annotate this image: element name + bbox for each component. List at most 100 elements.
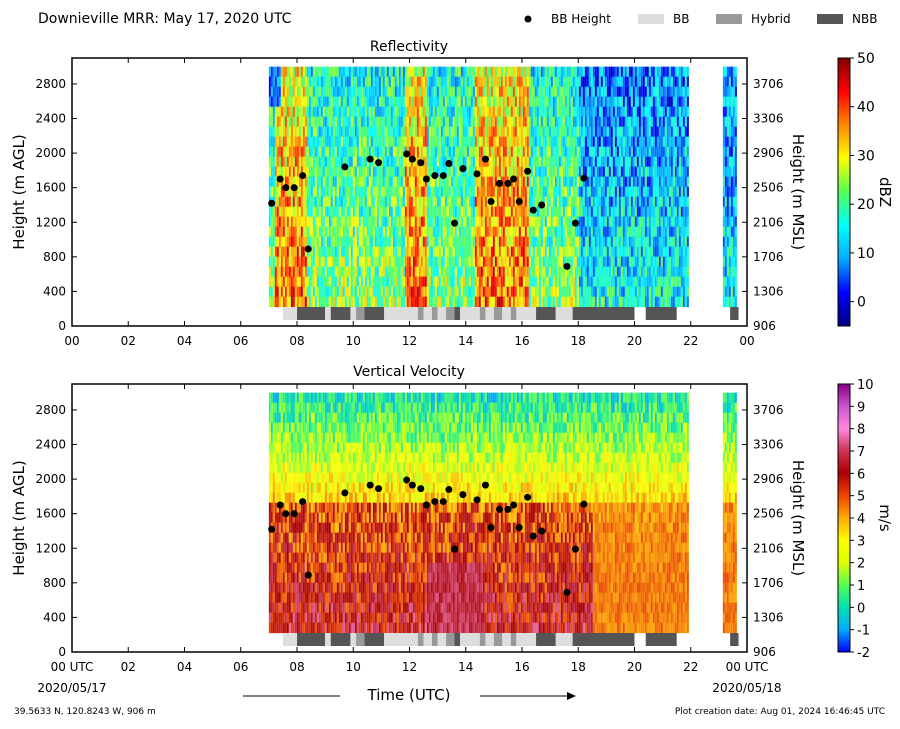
heatmap-cell	[506, 186, 509, 198]
heatmap-cell	[510, 86, 513, 98]
heatmap-cell	[386, 106, 389, 118]
heatmap-cell	[342, 156, 345, 168]
heatmap-cell	[662, 286, 665, 298]
heatmap-cell	[394, 206, 397, 218]
heatmap-cell	[432, 126, 435, 138]
heatmap-cell	[624, 226, 627, 238]
heatmap-cell	[314, 176, 317, 188]
heatmap-cell	[336, 196, 339, 208]
heatmap-cell	[646, 86, 649, 98]
heatmap-cell	[650, 126, 653, 138]
heatmap-cell	[388, 186, 391, 198]
heatmap-cell	[628, 226, 631, 238]
heatmap-cell	[444, 186, 447, 198]
heatmap-cell	[638, 106, 641, 118]
heatmap-cell	[412, 136, 415, 148]
heatmap-cell	[546, 226, 549, 238]
heatmap-cell	[402, 256, 405, 268]
heatmap-cell	[422, 216, 425, 228]
heatmap-cell	[522, 116, 525, 128]
heatmap-cell	[556, 66, 559, 78]
heatmap-cell	[500, 166, 503, 178]
heatmap-cell	[276, 276, 279, 288]
heatmap-cell	[610, 76, 613, 88]
heatmap-cell	[622, 286, 625, 298]
heatmap-cell	[482, 256, 485, 268]
heatmap-cell	[350, 256, 353, 268]
heatmap-cell	[590, 136, 593, 148]
heatmap-cell	[412, 106, 415, 118]
heatmap-cell	[502, 96, 505, 108]
heatmap-cell	[486, 86, 489, 98]
heatmap-cell	[470, 196, 473, 208]
heatmap-cell	[334, 106, 337, 118]
heatmap-cell	[308, 206, 311, 218]
heatmap-cell	[672, 286, 675, 298]
heatmap-cell	[358, 226, 361, 238]
heatmap-cell	[494, 296, 497, 308]
heatmap-cell	[444, 256, 447, 268]
heatmap-cell	[330, 226, 333, 238]
heatmap-cell	[372, 286, 375, 298]
heatmap-cell	[576, 146, 579, 158]
heatmap-cell	[464, 216, 467, 228]
heatmap-cell	[288, 236, 291, 248]
heatmap-cell	[466, 286, 469, 298]
heatmap-cell	[284, 166, 287, 178]
heatmap-cell	[346, 246, 349, 258]
heatmap-cell	[346, 66, 349, 78]
heatmap-cell	[484, 286, 487, 298]
heatmap-cell	[412, 206, 415, 218]
heatmap-cell	[440, 136, 443, 148]
heatmap-cell	[520, 156, 523, 168]
heatmap-cell	[502, 86, 505, 98]
heatmap-cell	[566, 176, 569, 188]
heatmap-cell	[660, 286, 663, 298]
heatmap-cell	[666, 86, 669, 98]
heatmap-cell	[624, 156, 627, 168]
heatmap-cell	[528, 106, 531, 118]
heatmap-cell	[346, 206, 349, 218]
heatmap-cell	[616, 246, 619, 258]
heatmap-cell	[290, 276, 293, 288]
heatmap-cell	[300, 276, 303, 288]
heatmap-cell	[360, 146, 363, 158]
heatmap-cell	[372, 186, 375, 198]
heatmap-cell	[426, 66, 429, 78]
heatmap-cell	[322, 196, 325, 208]
heatmap-cell	[428, 266, 431, 278]
heatmap-cell	[366, 116, 369, 128]
heatmap-cell	[310, 146, 313, 158]
heatmap-cell	[532, 266, 535, 278]
heatmap-cell	[454, 66, 457, 78]
heatmap-cell	[590, 146, 593, 158]
heatmap-cell	[388, 216, 391, 228]
heatmap-cell	[470, 246, 473, 258]
heatmap-cell	[530, 66, 533, 78]
heatmap-cell	[476, 236, 479, 248]
heatmap-cell	[352, 216, 355, 228]
heatmap-cell	[584, 116, 587, 128]
heatmap-cell	[450, 76, 453, 88]
heatmap-cell	[282, 256, 285, 268]
heatmap-cell	[544, 186, 547, 198]
heatmap-cell	[328, 256, 331, 268]
heatmap-cell	[332, 156, 335, 168]
heatmap-cell	[430, 66, 433, 78]
heatmap-cell	[546, 86, 549, 98]
heatmap-cell	[292, 216, 295, 228]
heatmap-cell	[634, 206, 637, 218]
heatmap-cell	[416, 206, 419, 218]
heatmap-cell	[540, 176, 543, 188]
heatmap-cell	[420, 206, 423, 218]
heatmap-cell	[606, 76, 609, 88]
heatmap-cell	[668, 106, 671, 118]
heatmap-cell	[556, 206, 559, 218]
heatmap-cell	[608, 276, 611, 288]
heatmap-cell	[676, 136, 679, 148]
heatmap-cell	[470, 106, 473, 118]
heatmap-cell	[484, 296, 487, 308]
heatmap-cell	[672, 166, 675, 178]
heatmap-cell	[302, 186, 305, 198]
heatmap-cell	[346, 226, 349, 238]
